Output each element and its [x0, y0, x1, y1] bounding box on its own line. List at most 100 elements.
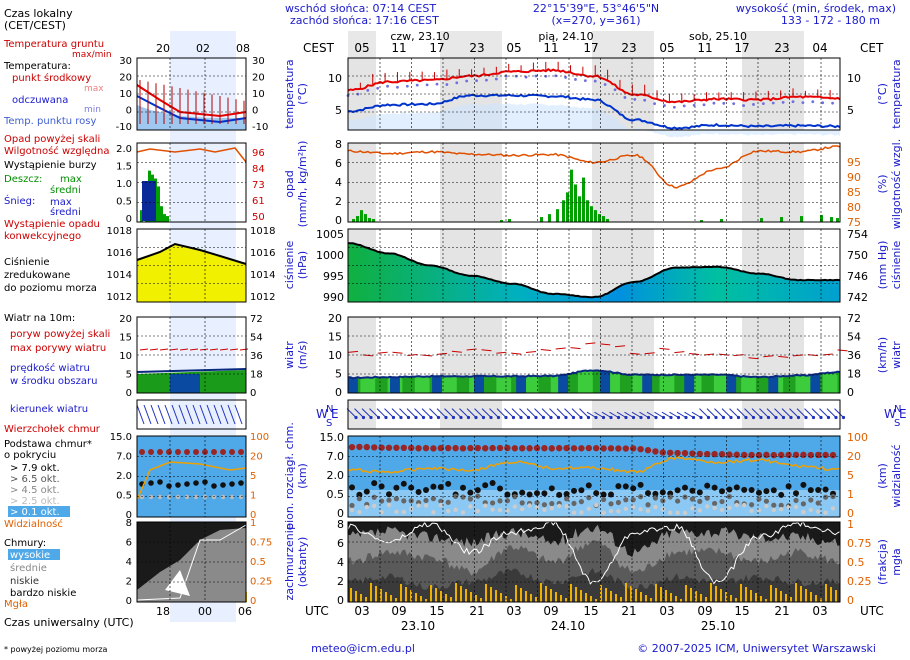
fog-bar	[620, 597, 622, 602]
compass-s-r: S	[894, 418, 900, 429]
temp-dew-area	[348, 103, 840, 138]
wind-speed-bar	[516, 375, 520, 393]
cloud-base-dot-light	[660, 506, 665, 512]
cloud-top-dot	[445, 444, 452, 452]
cloud-base-dot-light	[727, 505, 732, 510]
temp-felt-max-dot	[554, 74, 558, 78]
wind-arrow	[744, 408, 754, 418]
wind-speed-bar	[427, 376, 431, 393]
cloud-base-dot	[741, 486, 748, 493]
temp-felt-max-dot	[653, 102, 656, 106]
legend-okt-79: > 7.9 okt.	[10, 463, 60, 474]
legend-gust-mark	[229, 348, 239, 351]
legend-gust-mark	[239, 348, 249, 351]
wind-tick: 10	[328, 349, 342, 362]
temp-felt-max-dot	[623, 96, 627, 99]
wind-arrow-head	[759, 415, 763, 420]
wind-speed-bar	[399, 376, 403, 393]
precip-tick: 2	[335, 195, 342, 208]
wind-speed-bar	[454, 375, 458, 393]
cloud-base-dot	[630, 485, 637, 492]
cloud-base-dot	[474, 487, 481, 494]
wind-speed-bar	[800, 375, 804, 393]
cloud-base-dot	[386, 491, 392, 498]
wind-speed-bar	[414, 376, 418, 393]
legend-ground-temp: Temperatura gruntu	[3, 39, 104, 50]
cloud-top-dot	[593, 444, 600, 452]
cloud-top-dot	[659, 449, 666, 456]
precip-bar	[508, 219, 511, 222]
legend-fog-tick: 0.25	[250, 577, 272, 588]
cloud-base-dot-light	[608, 508, 614, 514]
label: (km)	[876, 463, 889, 489]
cloud-base-dot	[489, 480, 496, 487]
wind-arrow	[564, 408, 574, 418]
cloud-base-dot-mid	[800, 501, 807, 507]
precip-bar	[594, 210, 597, 222]
wind-arrow-head	[744, 415, 748, 420]
wind-speed-bar	[679, 374, 683, 393]
cloud-tick: 0	[337, 507, 344, 520]
legend-fog-tick: 0.75	[250, 538, 272, 549]
cloud-base-dot-light	[764, 503, 769, 509]
precip-bar	[368, 218, 371, 222]
fog-bar	[715, 586, 717, 602]
legend-cloud-tick: 0.5	[116, 491, 132, 502]
legend-panel-frame	[136, 399, 247, 430]
cloud-base-dot-mid	[652, 495, 659, 501]
wind-arrow	[361, 408, 372, 418]
fog-bar	[400, 584, 402, 602]
fog-bar	[800, 586, 802, 602]
wind-arrow	[571, 408, 582, 418]
cloud-base-dot-mid	[601, 496, 607, 503]
temp-felt-max-dot	[386, 84, 389, 88]
wind-arrow	[444, 408, 454, 418]
wind-speed-bar	[446, 376, 450, 393]
wind-arrow	[826, 408, 837, 418]
wind-gust-mark	[585, 342, 596, 345]
legend-cover-tick: 2	[126, 577, 132, 588]
wind-arrow-head	[481, 415, 486, 420]
cloud-base-dot-light	[786, 504, 791, 510]
compass-e-r: E	[899, 407, 907, 421]
wind-gust-mark	[644, 352, 655, 355]
label: pion. rozciągł. chm.	[283, 422, 296, 530]
fog-bar	[355, 591, 357, 602]
legend-temp-tick: 10	[119, 89, 132, 100]
cloud-base-dot	[563, 491, 570, 498]
wind-arrow-head	[474, 415, 478, 420]
wind-speed-bar	[493, 375, 497, 393]
bottom-hour-label: 09	[543, 604, 558, 618]
cloud-top-dot	[526, 445, 533, 452]
wind-gust-mark	[525, 350, 537, 353]
wind-speed-bar	[728, 375, 732, 393]
fog-bar	[525, 591, 527, 602]
legend-utc-tick: 18	[156, 605, 170, 618]
wind-gust-mark	[347, 350, 359, 353]
cloud-base-dot-light	[586, 506, 591, 511]
fog-bar	[470, 592, 472, 602]
label: (km/h)	[876, 337, 889, 373]
fog-bar	[765, 599, 767, 602]
wind-speed-bar	[617, 372, 621, 393]
legend-cover-tick: 4	[126, 557, 132, 568]
precip-bar	[598, 214, 601, 222]
wind-arrow-head	[376, 415, 381, 420]
wind-arrow-head	[676, 415, 681, 420]
legend-pressure: do poziomu morza	[4, 283, 97, 294]
temp-tick: 5	[335, 104, 342, 117]
cloud-base-dot	[497, 485, 503, 492]
wind-arrow-head	[646, 415, 651, 420]
legend-cloud-base: Podstawa chmur*	[4, 439, 92, 450]
wind-arrow-head	[511, 415, 516, 420]
temp-felt-max-dot	[672, 105, 676, 109]
cloud-base-dot	[608, 491, 614, 498]
legend-cloud-base-dot-light	[193, 494, 199, 500]
wind-arrow	[796, 408, 807, 418]
wind-speed-bar	[629, 374, 633, 393]
wind-arrow	[496, 408, 507, 418]
wind-speed-bar	[422, 376, 426, 393]
wind-arrow	[369, 408, 379, 418]
legend-cloud-top-dot	[148, 449, 154, 455]
wind-gust-mark	[496, 351, 507, 354]
